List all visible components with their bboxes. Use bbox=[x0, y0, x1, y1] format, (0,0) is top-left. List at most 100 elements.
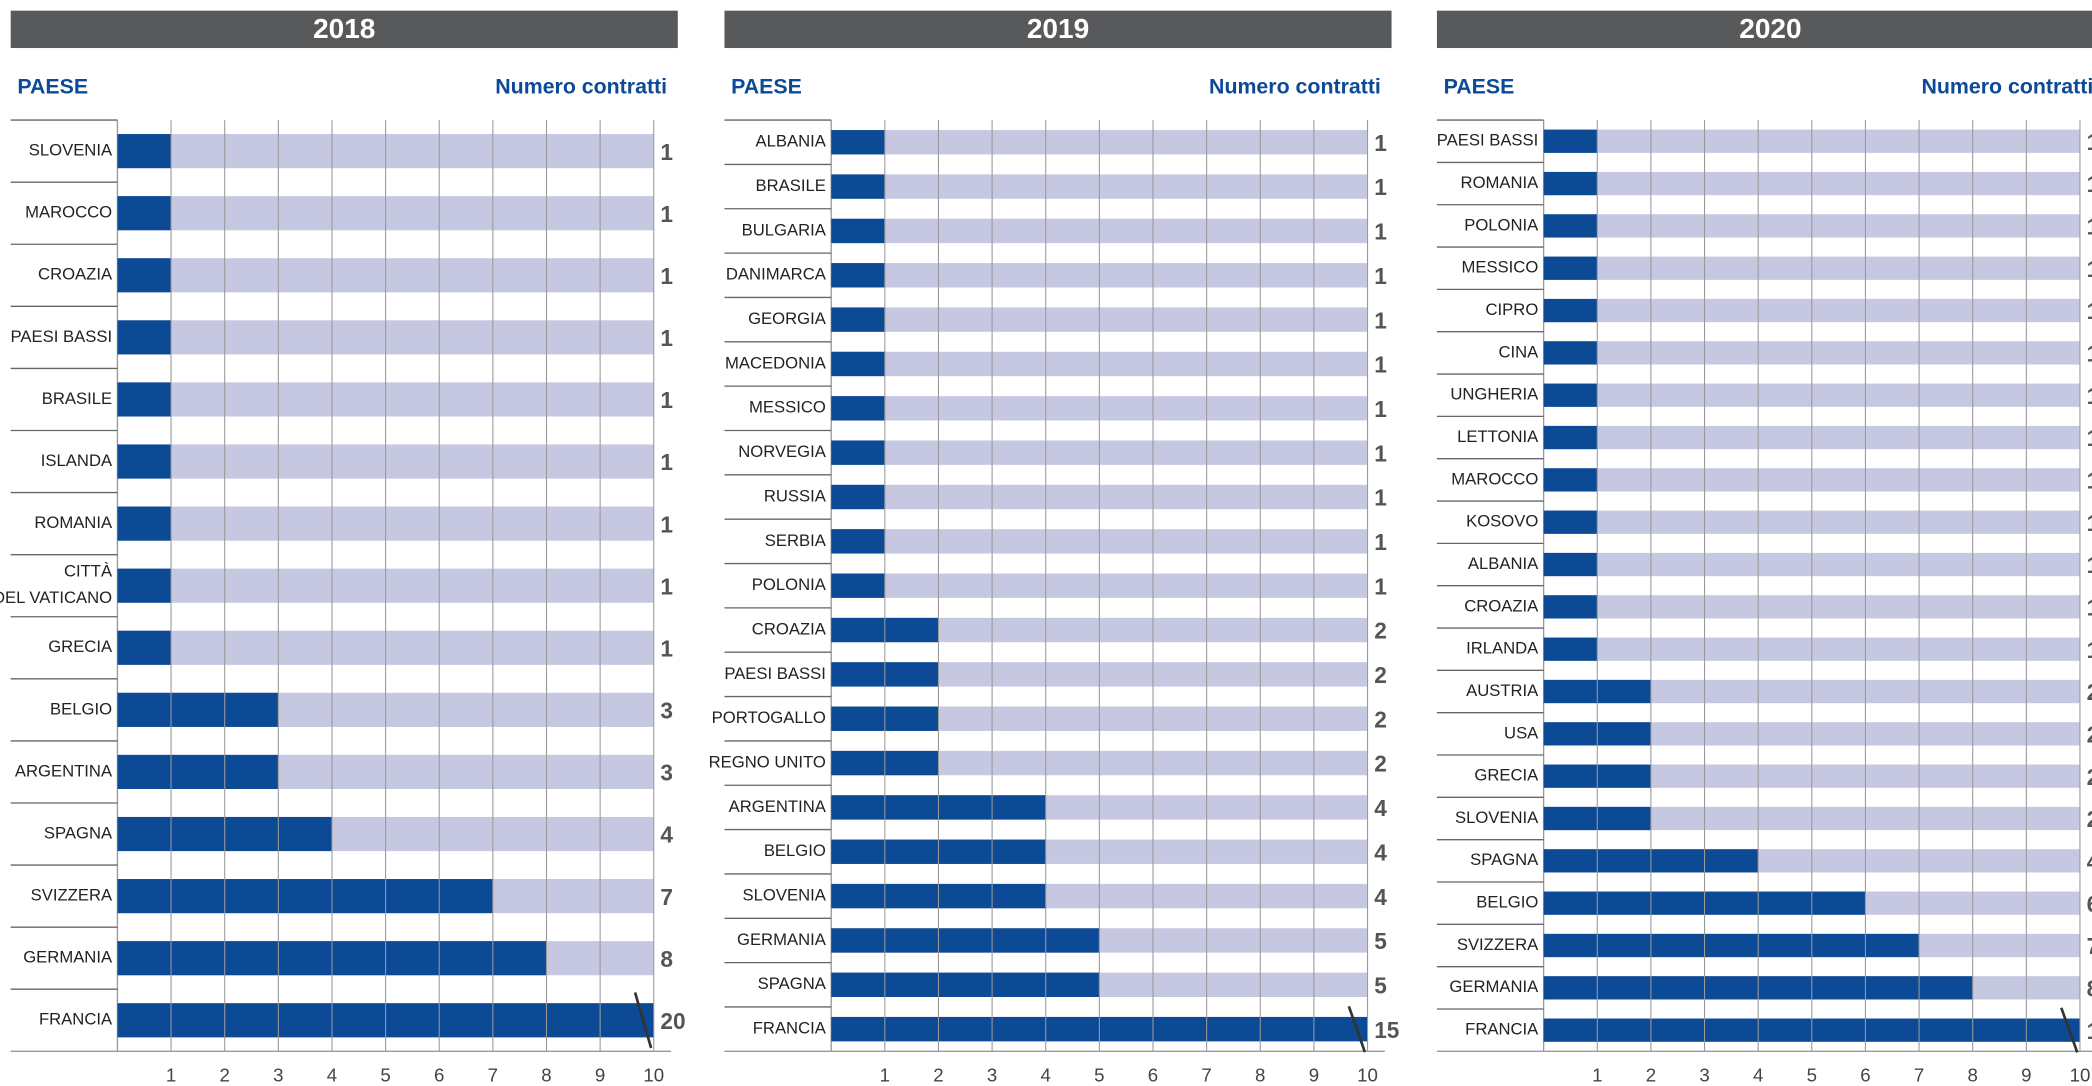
x-tick-label: 5 bbox=[1807, 1065, 1817, 1086]
bar bbox=[1543, 341, 1598, 365]
category-label: CROAZIA bbox=[752, 619, 827, 638]
value-label: 2 bbox=[1374, 751, 1387, 777]
bar bbox=[117, 320, 172, 355]
bar bbox=[831, 218, 885, 244]
x-tick-label: 1 bbox=[166, 1065, 176, 1086]
value-label: 6 bbox=[2087, 891, 2092, 917]
panel: 2020 PAESE Numero contratti PAESI BASSI 1 ROM… bbox=[1437, 10, 2092, 1086]
category-label: IRLANDA bbox=[1466, 639, 1539, 658]
bar bbox=[831, 928, 1100, 953]
x-tick-label: 6 bbox=[1860, 1065, 1870, 1086]
value-label: 7 bbox=[2087, 933, 2092, 959]
panel-header bbox=[724, 10, 1392, 49]
value-label: 2 bbox=[2087, 806, 2092, 832]
category-label: ARGENTINA bbox=[729, 797, 827, 816]
bar bbox=[1543, 214, 1598, 238]
x-tick-label: 4 bbox=[1041, 1065, 1051, 1086]
value-label: 1 bbox=[2087, 425, 2092, 451]
x-tick-label: 7 bbox=[488, 1065, 498, 1086]
value-label: 1 bbox=[2087, 468, 2092, 494]
value-label: 4 bbox=[2087, 848, 2092, 874]
category-label: CROAZIA bbox=[38, 265, 113, 284]
category-label: CINA bbox=[1499, 342, 1540, 361]
x-tick-label: 8 bbox=[1968, 1065, 1978, 1086]
bar bbox=[831, 529, 885, 554]
category-label: GEORGIA bbox=[748, 309, 827, 328]
category-label: ALBANIA bbox=[1468, 554, 1539, 573]
bar bbox=[831, 130, 885, 155]
category-label: PAESI BASSI bbox=[1437, 131, 1539, 150]
category-label: REGNO UNITO bbox=[709, 752, 826, 771]
value-label: 1 bbox=[2087, 552, 2092, 578]
bar bbox=[831, 174, 885, 199]
category-label: CITTÀ DEL VATICANO bbox=[0, 562, 113, 608]
value-label: 4 bbox=[1374, 839, 1387, 865]
category-label: SPAGNA bbox=[1470, 850, 1539, 869]
bar bbox=[1543, 510, 1598, 534]
value-label: 1 bbox=[660, 573, 673, 599]
x-tick-label: 9 bbox=[595, 1065, 605, 1086]
value-label: 1 bbox=[1374, 485, 1387, 511]
category-label: KOSOVO bbox=[1466, 512, 1538, 531]
category-label: BELGIO bbox=[50, 699, 112, 718]
panel-header bbox=[10, 10, 678, 49]
value-label: 8 bbox=[2087, 975, 2092, 1001]
axis-break bbox=[633, 992, 653, 1049]
bar bbox=[1543, 298, 1598, 323]
value-label: 1 bbox=[1374, 573, 1387, 599]
category-label: CIPRO bbox=[1486, 300, 1539, 319]
bar bbox=[1543, 468, 1598, 492]
bar bbox=[117, 630, 172, 665]
value-label: 15 bbox=[1374, 1017, 1399, 1043]
bar bbox=[117, 506, 172, 541]
value-label: 4 bbox=[1374, 795, 1387, 821]
bar bbox=[117, 382, 172, 417]
bar bbox=[117, 568, 172, 603]
value-label: 1 bbox=[2087, 637, 2092, 663]
x-tick-label: 3 bbox=[1699, 1065, 1709, 1086]
value-label: 1 bbox=[2087, 383, 2092, 409]
category-label: BELGIO bbox=[1476, 893, 1538, 912]
category-label: GRECIA bbox=[48, 637, 113, 656]
axis-break bbox=[2060, 1007, 2079, 1053]
category-label: BELGIO bbox=[764, 841, 826, 860]
category-label: SLOVENIA bbox=[743, 886, 827, 905]
category-label: DANIMARCA bbox=[726, 265, 827, 284]
value-label: 2 bbox=[1374, 662, 1387, 688]
x-tick-label: 10 bbox=[643, 1065, 664, 1086]
x-tick-label: 6 bbox=[1148, 1065, 1158, 1086]
value-label: 1 bbox=[1374, 529, 1387, 555]
category-label: RUSSIA bbox=[764, 486, 827, 505]
value-label: 2 bbox=[2087, 721, 2092, 747]
bar bbox=[1543, 425, 1598, 450]
x-tick-label: 3 bbox=[273, 1065, 283, 1086]
value-label: 4 bbox=[1374, 884, 1387, 910]
category-label: GERMANIA bbox=[23, 948, 113, 967]
category-label: CROAZIA bbox=[1464, 596, 1539, 615]
value-label: 1 bbox=[660, 263, 673, 289]
category-label: ROMANIA bbox=[1461, 173, 1540, 192]
x-tick-label: 5 bbox=[380, 1065, 390, 1086]
value-label: 1 bbox=[660, 635, 673, 661]
category-label: PORTOGALLO bbox=[712, 708, 826, 727]
value-label: 1 bbox=[1374, 263, 1387, 289]
value-label: 1 bbox=[1374, 396, 1387, 422]
category-label: FRANCIA bbox=[1465, 1020, 1539, 1039]
x-tick-label: 2 bbox=[220, 1065, 230, 1086]
value-label: 20 bbox=[660, 1008, 685, 1034]
category-label: USA bbox=[1504, 723, 1539, 742]
category-label: SPAGNA bbox=[758, 974, 827, 993]
value-label: 1 bbox=[2087, 171, 2092, 197]
category-label: MAROCCO bbox=[1451, 469, 1538, 488]
x-tick-label: 8 bbox=[1255, 1065, 1265, 1086]
category-label: SPAGNA bbox=[44, 823, 113, 842]
bar bbox=[1543, 552, 1598, 577]
bar bbox=[1543, 595, 1598, 619]
value-header: Numero contratti bbox=[1209, 75, 1381, 99]
category-label: ARGENTINA bbox=[15, 761, 113, 780]
category-label: FRANCIA bbox=[753, 1019, 827, 1038]
x-tick-label: 6 bbox=[434, 1065, 444, 1086]
x-tick-label: 1 bbox=[1592, 1065, 1602, 1086]
value-label: 2 bbox=[1374, 618, 1387, 644]
panel-title: 2020 bbox=[1739, 13, 1801, 44]
